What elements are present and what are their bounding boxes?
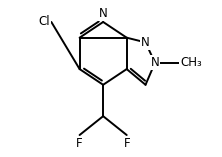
Text: F: F	[123, 137, 130, 150]
Text: N: N	[99, 7, 107, 20]
Text: F: F	[76, 137, 83, 150]
Text: Cl: Cl	[38, 16, 50, 28]
Text: N: N	[151, 56, 159, 69]
Text: N: N	[141, 36, 150, 49]
Text: CH₃: CH₃	[180, 56, 202, 69]
